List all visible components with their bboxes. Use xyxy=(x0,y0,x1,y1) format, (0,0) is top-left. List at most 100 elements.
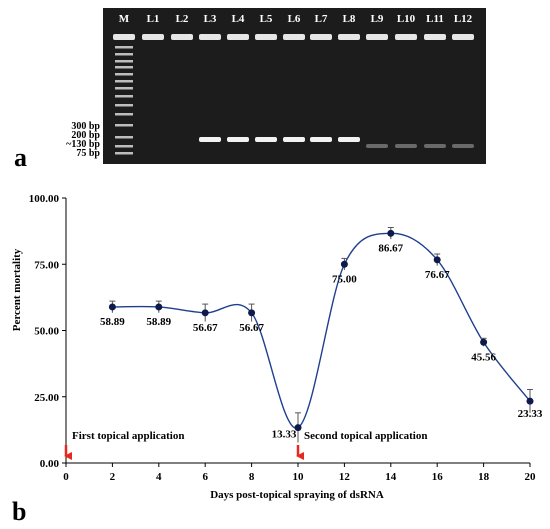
x-tick-label: 4 xyxy=(156,471,162,483)
lane-label-m: M xyxy=(119,13,130,25)
size-label: 300 bp xyxy=(71,121,100,132)
ladder-band xyxy=(115,95,133,98)
y-tick-label: 50.00 xyxy=(34,326,59,338)
well-band xyxy=(310,34,332,40)
lane-label-l10: L10 xyxy=(397,13,416,25)
ladder-band xyxy=(115,60,133,63)
x-tick-label: 20 xyxy=(525,471,537,483)
data-point xyxy=(433,256,441,264)
product-band xyxy=(338,137,360,142)
well-band xyxy=(142,34,164,40)
ladder-bands xyxy=(115,46,133,155)
lane-labels: M L1 L2 L3 L4 L5 L6 L7 L8 L9 L10 L11 L12 xyxy=(119,13,473,25)
x-tick-label: 2 xyxy=(110,471,116,483)
data-points xyxy=(108,229,534,432)
data-label: 56.67 xyxy=(239,322,264,334)
ladder-band xyxy=(115,73,133,76)
data-label: 86.67 xyxy=(378,242,403,254)
ladder-band xyxy=(115,152,133,155)
x-tick-label: 12 xyxy=(339,471,351,483)
well-band xyxy=(395,34,417,40)
data-label: 56.67 xyxy=(193,322,218,334)
data-point xyxy=(480,338,488,346)
well-band xyxy=(199,34,221,40)
data-point xyxy=(294,424,302,432)
data-point xyxy=(387,229,395,237)
data-labels: 58.89 58.89 56.67 56.67 13.33 75.00 86.67 76.67… xyxy=(100,242,543,440)
well-band xyxy=(366,34,388,40)
ladder-band xyxy=(115,87,133,90)
series-line xyxy=(112,232,531,429)
lane-label-l8: L8 xyxy=(343,13,356,25)
x-tick-label: 8 xyxy=(249,471,255,483)
second-application-label: Second topical application xyxy=(304,430,427,442)
y-tick-label: 75.00 xyxy=(34,259,59,271)
lane-bands xyxy=(113,34,474,148)
y-axis-label: Percent mortality xyxy=(11,248,23,331)
lane-label-l3: L3 xyxy=(204,13,217,25)
lane-label-l7: L7 xyxy=(315,13,328,25)
data-point xyxy=(108,303,116,311)
product-band xyxy=(283,137,305,142)
faint-band xyxy=(424,144,446,148)
panel-label-b: b xyxy=(12,497,26,524)
plot-panel: 0.00 25.00 50.00 75.00 100.00 0 2 4 6 8 10 12 14 16 18… xyxy=(0,178,550,526)
axis-ticks: 0.00 25.00 50.00 75.00 100.00 0 2 4 6 8 10 12 14 16 18… xyxy=(29,193,536,483)
well-band xyxy=(452,34,474,40)
mortality-chart: 0.00 25.00 50.00 75.00 100.00 0 2 4 6 8 10 12 14 16 18… xyxy=(11,193,543,526)
error-bars xyxy=(109,226,533,443)
x-axis-label: Days post-topical spraying of dsRNA xyxy=(210,489,384,501)
ladder-band xyxy=(115,53,133,56)
annotations: First topical application Second topical … xyxy=(72,430,427,442)
data-point xyxy=(155,303,163,311)
ladder-band xyxy=(115,46,133,49)
size-label: 200 bp xyxy=(71,130,100,141)
lane-label-l4: L4 xyxy=(232,13,245,25)
data-label: 75.00 xyxy=(332,273,357,285)
x-tick-label: 10 xyxy=(293,471,305,483)
data-label: 23.33 xyxy=(518,408,543,420)
size-label: 75 bp xyxy=(76,148,100,159)
data-point xyxy=(248,309,256,317)
x-tick-label: 16 xyxy=(432,471,444,483)
y-tick-label: 100.00 xyxy=(29,193,60,205)
data-label: 76.67 xyxy=(425,269,450,281)
data-point xyxy=(526,397,534,405)
well-band xyxy=(113,34,135,40)
data-label: 13.33 xyxy=(272,429,297,441)
well-band xyxy=(283,34,305,40)
ladder-band xyxy=(115,124,133,127)
x-tick-label: 14 xyxy=(385,471,397,483)
lane-label-l11: L11 xyxy=(426,13,444,25)
ladder-band xyxy=(115,136,133,139)
ladder-band xyxy=(115,80,133,83)
well-band xyxy=(255,34,277,40)
panel-label-a: a xyxy=(14,143,27,172)
data-point xyxy=(201,309,209,317)
product-band xyxy=(255,137,277,142)
product-band xyxy=(199,137,221,142)
data-label: 58.89 xyxy=(100,316,125,328)
lane-label-l1: L1 xyxy=(147,13,160,25)
faint-band xyxy=(366,144,388,148)
data-label: 45.56 xyxy=(471,351,496,363)
well-band xyxy=(171,34,193,40)
ladder-band xyxy=(115,66,133,69)
lane-label-l2: L2 xyxy=(176,13,189,25)
first-application-label: First topical application xyxy=(72,430,184,442)
size-label: ~130 bp xyxy=(66,139,100,150)
annotation-arrows xyxy=(64,445,304,460)
data-point xyxy=(340,260,348,268)
product-band xyxy=(227,137,249,142)
ladder-band xyxy=(115,113,133,116)
x-tick-label: 0 xyxy=(63,471,69,483)
gel-panel: M L1 L2 L3 L4 L5 L6 L7 L8 L9 L10 L11 L12 300 bp 200 b… xyxy=(0,0,550,178)
lane-label-l9: L9 xyxy=(371,13,384,25)
ladder-band xyxy=(115,104,133,107)
lane-label-l6: L6 xyxy=(288,13,301,25)
y-tick-label: 0.00 xyxy=(40,458,60,470)
well-band xyxy=(338,34,360,40)
data-label: 58.89 xyxy=(146,316,171,328)
